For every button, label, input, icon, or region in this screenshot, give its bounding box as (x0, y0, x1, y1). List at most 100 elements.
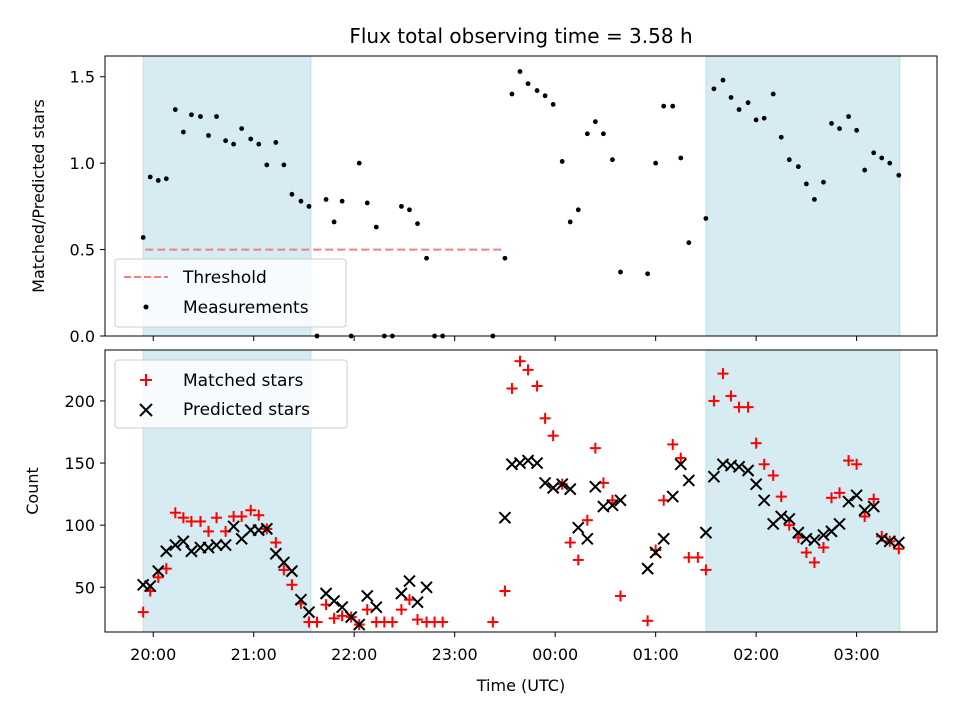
predicted-star-point (546, 481, 560, 495)
top-y-tick-label: 0.5 (70, 241, 95, 260)
predicted-star-point (682, 474, 696, 487)
measurement-point (356, 160, 362, 166)
measurement-point (155, 178, 161, 183)
measurement-point (424, 255, 429, 261)
bottom-axes-frame (104, 349, 938, 633)
predicted-star-point (641, 562, 654, 575)
predicted-star-point (185, 545, 198, 558)
matched-star-point (808, 556, 820, 568)
bottom-legend-box (114, 359, 348, 429)
measurement-point (600, 131, 606, 137)
measurement-point (686, 240, 692, 246)
measurement-point (502, 255, 508, 261)
bottom-y-axis-label: Count (23, 467, 42, 515)
measurement-point (198, 114, 203, 119)
measurement-point (592, 119, 598, 125)
measurement-point (364, 200, 370, 206)
predicted-star-point (420, 581, 433, 594)
measurement-point (163, 176, 169, 182)
matched-star-point (834, 487, 846, 499)
x-tick-label: 03:00 (834, 645, 880, 664)
predicted-star-point (177, 535, 190, 548)
measurement-point (256, 141, 262, 147)
measurement-point (289, 191, 295, 197)
measurement-point (803, 181, 809, 187)
measurement-point (534, 88, 540, 93)
predicted-star-point (572, 521, 585, 534)
top-y-axis-label: Matched/Predicted stars (29, 99, 48, 293)
predicted-star-point (353, 618, 366, 631)
measurement-point (399, 203, 404, 209)
matched-star-point (783, 519, 795, 531)
top-y-tick-label: 1.5 (70, 68, 95, 87)
matched-star-point (742, 401, 754, 413)
measurements-legend-swatch (143, 304, 149, 310)
matched-star-point (328, 612, 340, 624)
shaded-region-2 (705, 55, 901, 337)
matched-star-point (506, 383, 518, 395)
predicted-star-point (792, 526, 805, 539)
predicted-star-point (833, 517, 846, 531)
matched-star-point (843, 455, 855, 467)
measurement-point (172, 107, 178, 112)
bottom-y-tick-label: 150 (64, 454, 95, 473)
matched-star-point (336, 610, 348, 622)
measurement-point (703, 216, 709, 221)
matched-star-point (386, 616, 398, 628)
matched-star-point (137, 606, 149, 618)
predicted-star-point (817, 528, 830, 542)
matched-star-point (658, 494, 670, 506)
predicted-star-point (219, 538, 232, 552)
predicted-star-point (892, 536, 906, 549)
measurement-point (770, 91, 776, 97)
top-panel: 0.0 0.5 1.0 1.5 Matched/Predicted stars Thr… (29, 55, 938, 346)
predicted-star-point (875, 532, 888, 546)
matched-star-point (278, 564, 290, 576)
matched-star-point (800, 546, 812, 558)
measurement-point (678, 155, 684, 161)
measurement-point (812, 197, 817, 202)
measurement-point (559, 159, 565, 164)
measurement-point (214, 114, 219, 119)
matched-star-point (825, 492, 837, 504)
predicted-stars-points (136, 454, 906, 631)
bottom-y-tick-label: 100 (64, 516, 95, 535)
predicted-star-point (395, 587, 408, 600)
matched-star-point (531, 380, 543, 392)
measurement-point (795, 164, 801, 170)
matched-star-point (547, 430, 559, 442)
matched-star-point (572, 554, 584, 566)
measurement-point (778, 134, 784, 140)
matched-star-point (437, 616, 449, 628)
measurement-point (753, 117, 759, 123)
measurement-point (821, 179, 826, 185)
predicted-star-point (302, 605, 316, 619)
measurement-point (645, 271, 651, 277)
measurement-point (837, 126, 842, 131)
matched-star-point (675, 452, 687, 464)
x-tick-label: 00:00 (532, 645, 578, 664)
matched-star-point (202, 525, 214, 537)
measurement-point (736, 107, 742, 112)
measurement-point (711, 86, 717, 92)
measurement-point (517, 69, 523, 74)
bottom-panel: 20:00 21:00 22:00 23:00 00:00 01:00 02:00 03:00… (23, 349, 938, 695)
measurement-point (761, 115, 767, 121)
measurement-point (745, 100, 751, 106)
predicted-star-point (606, 499, 619, 512)
x-tick-label: 21:00 (231, 645, 277, 664)
matched-star-point (514, 355, 526, 367)
matched-star-point (581, 514, 593, 526)
matched-star-point (717, 368, 729, 380)
measurement-point (525, 81, 531, 87)
matched-star-point (253, 509, 265, 521)
matched-star-point (725, 390, 737, 402)
predicted-star-point (538, 476, 552, 490)
predicted-star-point (411, 595, 424, 609)
predicted-star-point (707, 470, 721, 483)
measurement-point (661, 103, 667, 109)
matched-star-point (403, 594, 415, 606)
predicted-star-point (858, 504, 871, 517)
matched-star-point (522, 364, 534, 376)
